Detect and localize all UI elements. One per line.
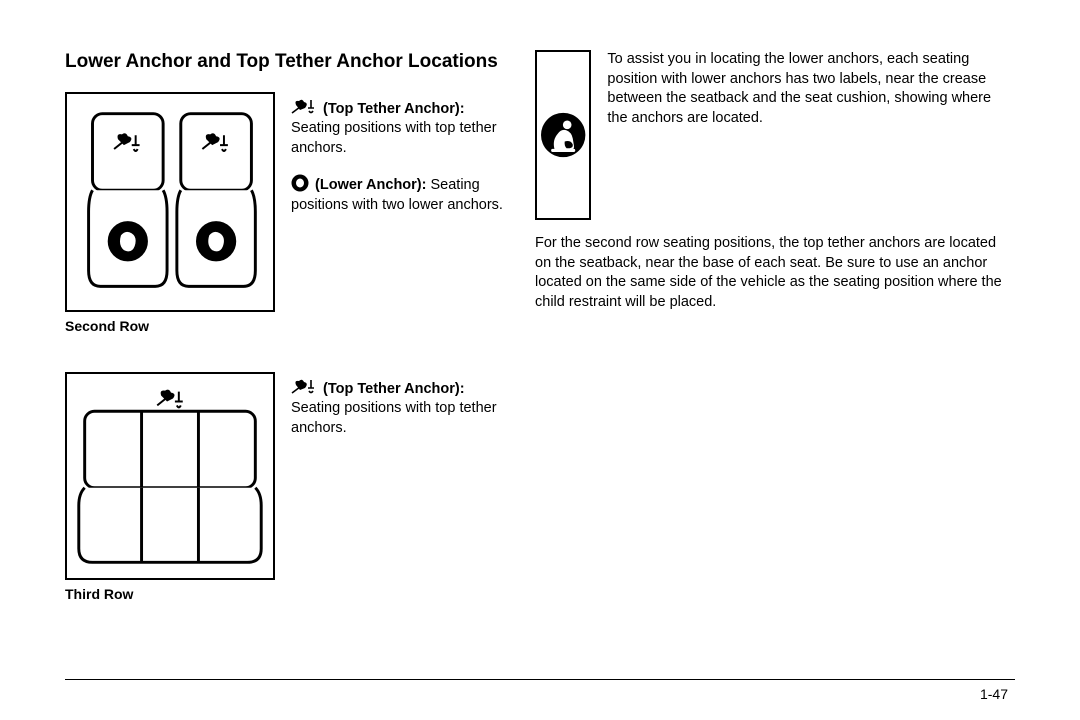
legend-top-tether: (Top Tether Anchor): Seating positions w… (291, 98, 505, 159)
legend-lower-anchor: (Lower Anchor): Seating positions with t… (291, 174, 505, 215)
second-row-para: For the second row seating positions, th… (535, 234, 1015, 312)
third-row-block: Third Row (Top Tether Anchor): Seating p… (65, 372, 505, 622)
anchor-label-row: To assist you in locating the lower anch… (535, 50, 1015, 220)
page-number: 1-47 (980, 686, 1008, 702)
second-row-diagram-wrap: Second Row (65, 92, 275, 354)
third-row-legend: (Top Tether Anchor): Seating positions w… (291, 372, 505, 455)
legend-top-text: Seating positions with top tether anchor… (291, 120, 497, 156)
legend-top-label-3: (Top Tether Anchor): (323, 381, 465, 397)
section-title: Lower Anchor and Top Tether Anchor Locat… (65, 50, 505, 74)
top-tether-icon (291, 378, 317, 396)
left-column: Lower Anchor and Top Tether Anchor Locat… (65, 50, 505, 650)
second-row-caption: Second Row (65, 318, 275, 334)
second-row-legend: (Top Tether Anchor): Seating positions w… (291, 92, 505, 232)
second-row-block: Second Row (Top Tether Anchor): Seating … (65, 92, 505, 354)
third-row-diagram (65, 372, 275, 580)
anchor-label-diagram (535, 50, 591, 220)
third-row-diagram-wrap: Third Row (65, 372, 275, 622)
page-content: Lower Anchor and Top Tether Anchor Locat… (65, 50, 1015, 650)
third-row-caption: Third Row (65, 586, 275, 602)
right-column: To assist you in locating the lower anch… (535, 50, 1015, 650)
legend-top-tether-3: (Top Tether Anchor): Seating positions w… (291, 378, 505, 439)
legend-lower-label: (Lower Anchor): (315, 177, 426, 193)
legend-top-label: (Top Tether Anchor): (323, 101, 465, 117)
locate-text: To assist you in locating the lower anch… (607, 50, 1015, 128)
legend-top-text-3: Seating positions with top tether anchor… (291, 400, 497, 436)
footer-rule (65, 679, 1015, 680)
top-tether-icon (291, 98, 317, 116)
lower-anchor-icon (291, 174, 309, 192)
second-row-diagram (65, 92, 275, 312)
